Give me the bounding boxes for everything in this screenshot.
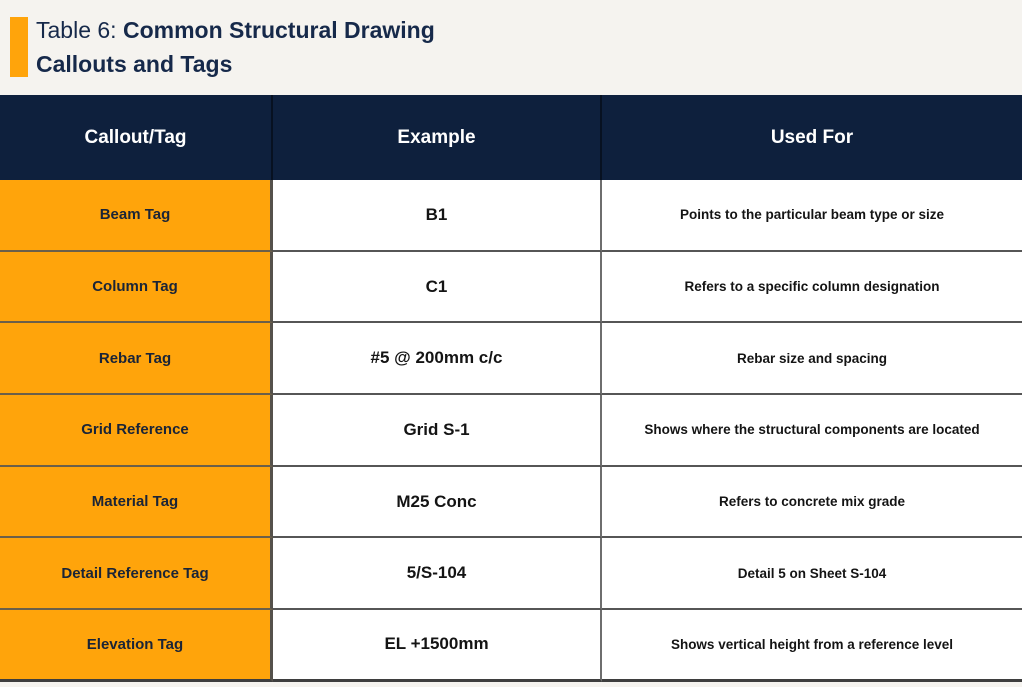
table-cell-callout: Column Tag bbox=[0, 251, 273, 324]
table-header-row: Callout/Tag Example Used For bbox=[0, 95, 1022, 180]
table-cell-used-for: Shows where the structural components ar… bbox=[602, 395, 1022, 467]
header-example: Example bbox=[273, 95, 602, 180]
table-cell-example: #5 @ 200mm c/c bbox=[273, 323, 602, 396]
table-cell-used-for: Points to the particular beam type or si… bbox=[602, 180, 1022, 252]
callouts-table: Callout/Tag Example Used For Beam Tag B1… bbox=[0, 95, 1022, 682]
table-cell-example: C1 bbox=[273, 251, 602, 324]
table-cell-callout: Material Tag bbox=[0, 466, 273, 539]
title-accent-bar bbox=[10, 17, 28, 77]
table-cell-example: M25 Conc bbox=[273, 466, 602, 539]
header-used-for: Used For bbox=[770, 126, 854, 148]
table-cell-callout: Detail Reference Tag bbox=[0, 538, 273, 611]
table-cell-callout: Grid Reference bbox=[0, 395, 273, 467]
table-cell-callout: Beam Tag bbox=[0, 180, 273, 252]
table-cell-example: Grid S-1 bbox=[273, 395, 602, 467]
title-block: Table 6: Common Structural Drawing Callo… bbox=[0, 0, 1022, 95]
table-cell-callout: Rebar Tag bbox=[0, 323, 273, 396]
table-cell-callout: Elevation Tag bbox=[0, 610, 273, 682]
table-body: Beam Tag B1 Points to the particular bea… bbox=[0, 180, 1022, 682]
title-main: Common Structural Drawing Callouts and T… bbox=[36, 17, 435, 77]
table-cell-used-for: Refers to a specific column designation bbox=[602, 251, 1022, 324]
page-title: Table 6: Common Structural Drawing Callo… bbox=[36, 13, 506, 81]
table-cell-used-for: Shows vertical height from a reference l… bbox=[602, 610, 1022, 682]
table-cell-example: B1 bbox=[273, 180, 602, 252]
title-prefix: Table 6: bbox=[36, 17, 123, 43]
table-cell-used-for: Refers to concrete mix grade bbox=[602, 466, 1022, 539]
table-cell-example: 5/S-104 bbox=[273, 538, 602, 611]
header-callout-tag: Callout/Tag bbox=[0, 95, 273, 180]
table-cell-used-for: Detail 5 on Sheet S-104 bbox=[602, 538, 1022, 611]
table-cell-used-for: Rebar size and spacing bbox=[602, 323, 1022, 396]
table-cell-example: EL +1500mm bbox=[273, 610, 602, 682]
